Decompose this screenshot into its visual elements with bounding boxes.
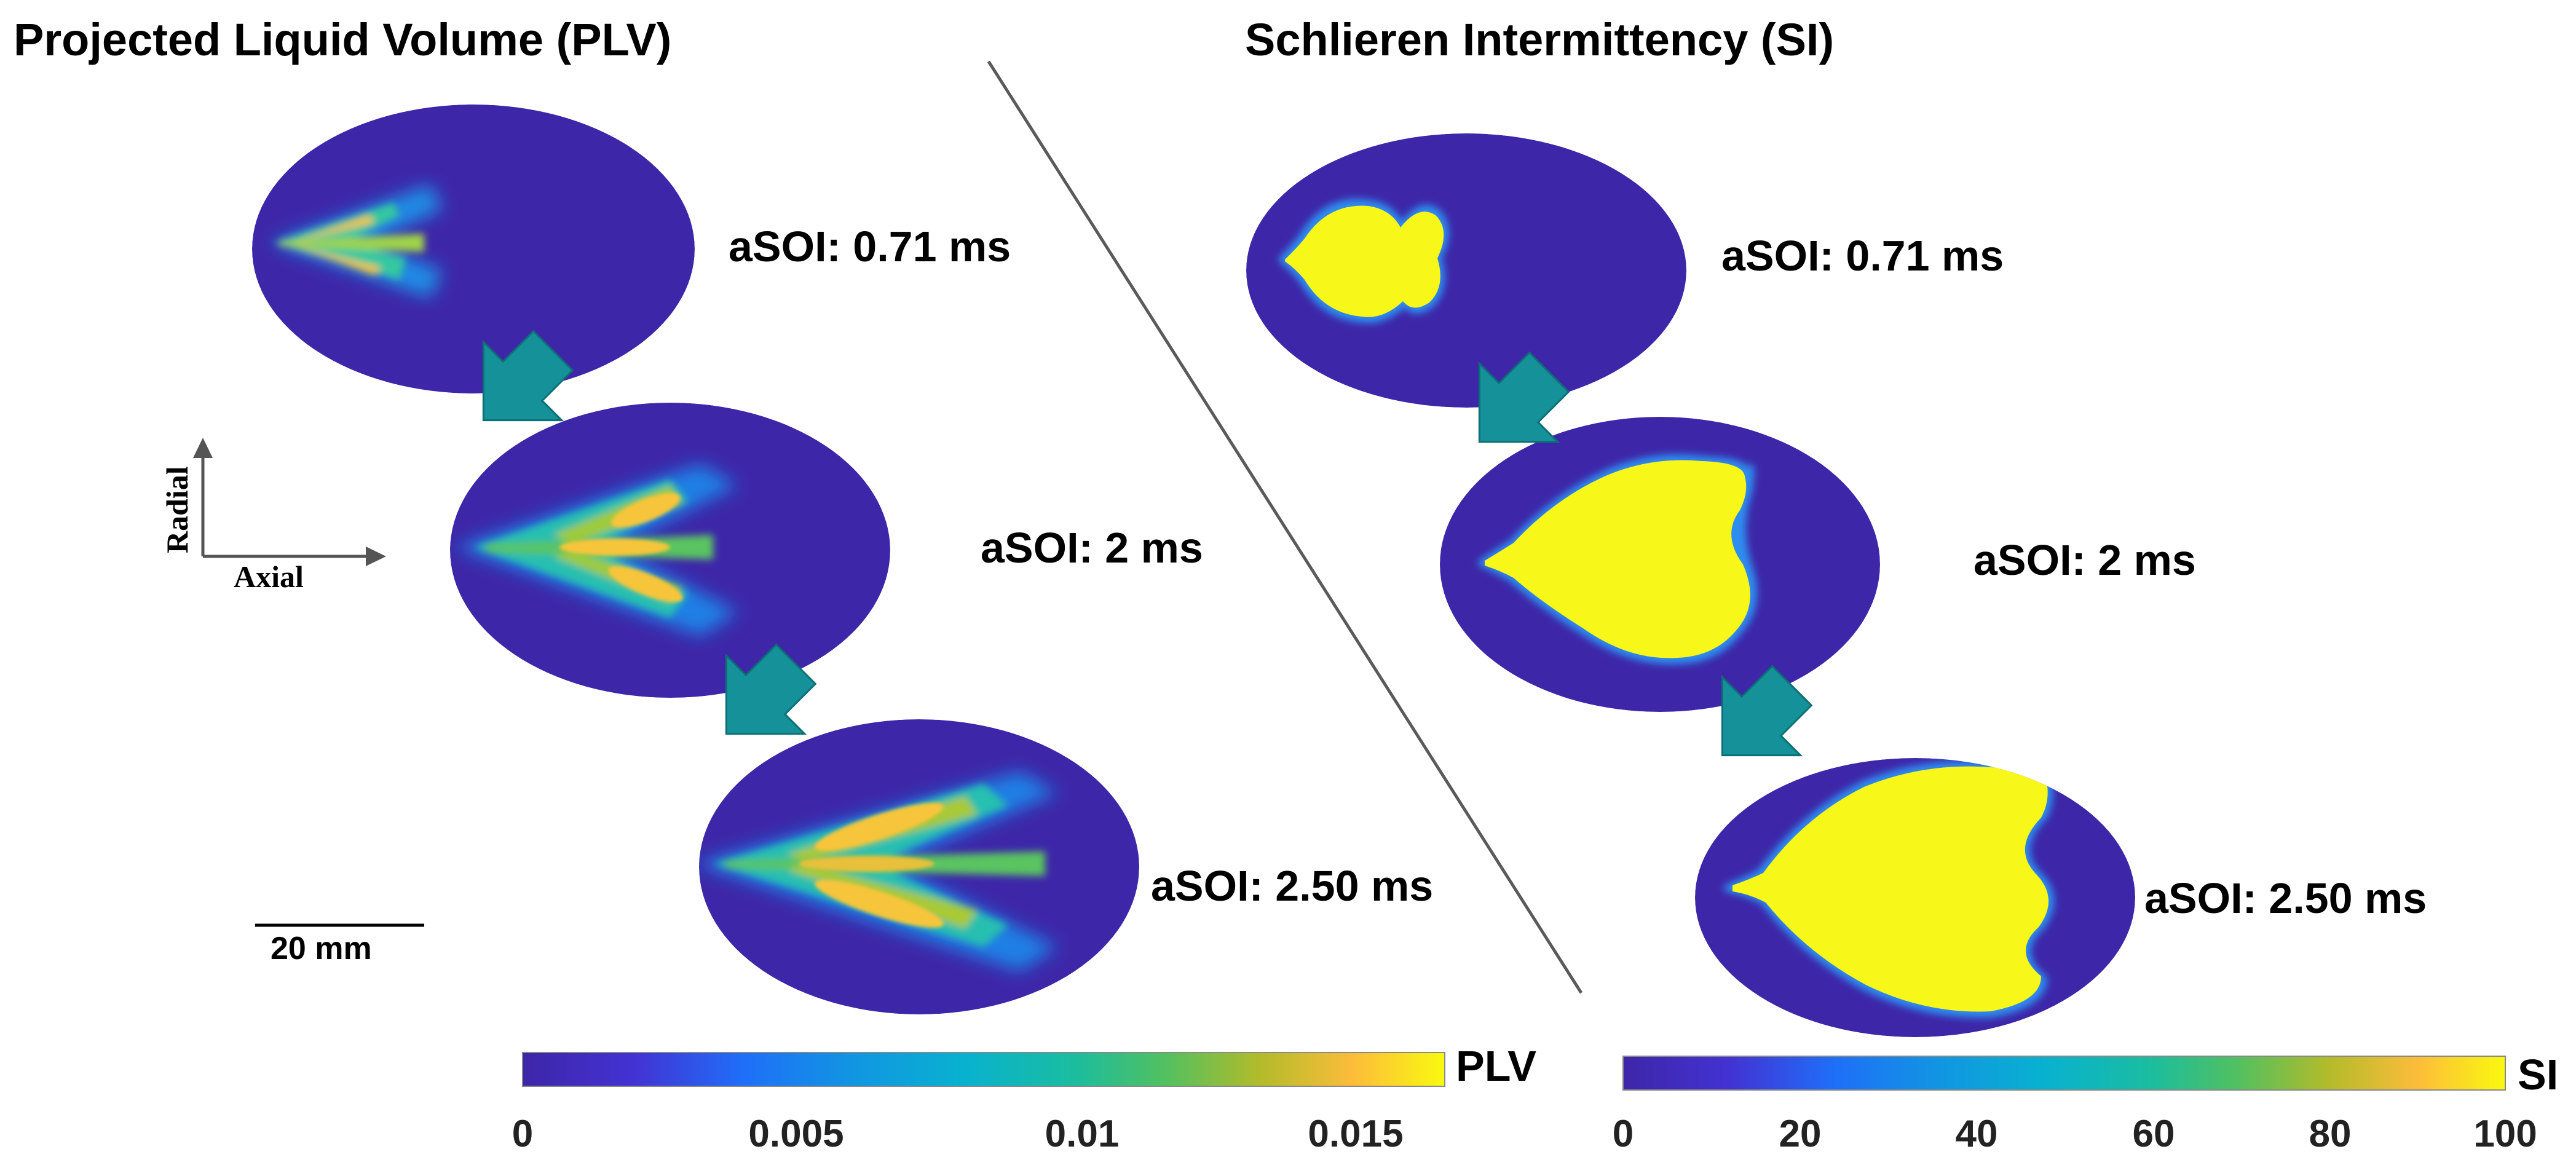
- si-tick-5: 100: [2473, 1113, 2537, 1155]
- scale-bar: 20 mm: [255, 923, 424, 966]
- si-colorbar-ticks: 0 20 40 60 80 100: [1613, 1113, 2537, 1155]
- si-arrow-1: [1478, 351, 1570, 443]
- plv-arrow-1: [482, 330, 574, 422]
- plv-frame-1: [252, 105, 695, 393]
- left-title: Projected Liquid Volume (PLV): [14, 14, 671, 65]
- si-tick-2: 40: [1956, 1113, 1998, 1155]
- plv-tick-2: 0.01: [1045, 1113, 1120, 1155]
- si-frame-2: [1440, 417, 1880, 712]
- scale-bar-label: 20 mm: [271, 931, 372, 966]
- axial-label: Axial: [234, 559, 304, 594]
- plv-arrow-2: [725, 643, 817, 735]
- plv-label-t2: aSOI: 2 ms: [981, 524, 1203, 572]
- si-colorbar: SI 0 20 40 60 80 100: [1613, 1051, 2558, 1155]
- si-tick-3: 60: [2133, 1113, 2175, 1155]
- plv-tick-3: 0.015: [1308, 1113, 1403, 1155]
- radial-label: Radial: [160, 466, 194, 553]
- si-label-t3: aSOI: 2.50 ms: [2144, 874, 2427, 922]
- plv-colorbar: PLV 0 0.005 0.01 0.015: [512, 1042, 1536, 1155]
- plv-label-t3: aSOI: 2.50 ms: [1151, 862, 1433, 910]
- panel-divider: [987, 60, 1583, 994]
- plv-frame-3: [699, 719, 1139, 1014]
- plv-colorbar-title: PLV: [1456, 1042, 1536, 1090]
- si-label-t2: aSOI: 2 ms: [1973, 536, 2196, 584]
- si-tick-1: 20: [1779, 1113, 1822, 1155]
- axis-indicator: Radial Axial: [160, 438, 386, 594]
- plv-tick-0: 0: [512, 1113, 533, 1155]
- si-colorbar-title: SI: [2518, 1051, 2558, 1099]
- si-tick-4: 80: [2309, 1113, 2352, 1155]
- si-frame-3: [1695, 758, 2135, 1037]
- plv-colorbar-ticks: 0 0.005 0.01 0.015: [512, 1113, 1404, 1155]
- si-frame-1: [1246, 133, 1686, 408]
- right-title: Schlieren Intermittency (SI): [1245, 14, 1834, 65]
- si-label-t1: aSOI: 0.71 ms: [1721, 232, 2004, 280]
- plv-label-t1: aSOI: 0.71 ms: [729, 223, 1011, 271]
- si-arrow-2: [1721, 665, 1813, 757]
- si-tick-0: 0: [1613, 1113, 1634, 1155]
- plv-tick-1: 0.005: [748, 1113, 844, 1155]
- plv-frame-2: [450, 403, 890, 698]
